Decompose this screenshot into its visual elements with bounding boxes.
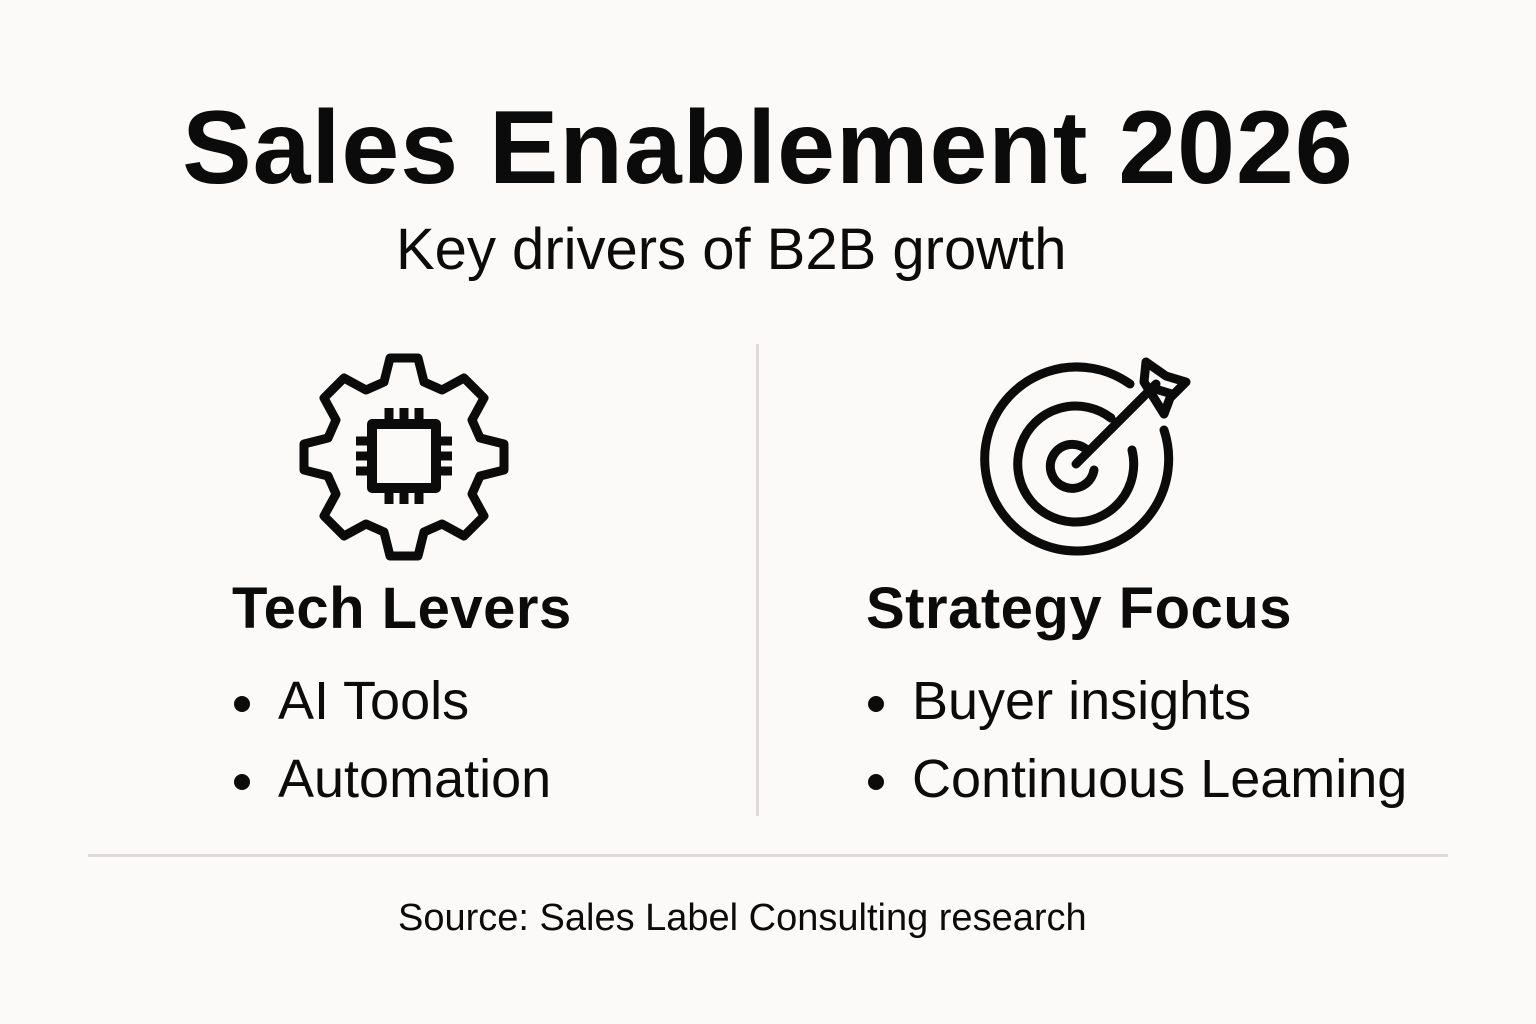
gear-chip-icon xyxy=(298,350,510,562)
list-item-label: Continuous Leaming xyxy=(912,749,1408,809)
list-item: Buyer insights xyxy=(866,662,1407,740)
source-citation: Source: Sales Label Consulting research xyxy=(398,897,1087,939)
page-title: Sales Enablement 2026 xyxy=(182,90,1354,206)
bullet-icon xyxy=(868,774,884,790)
list-item-label: AI Tools xyxy=(278,671,470,731)
tech-levers-list: AI Tools Automation xyxy=(232,662,551,818)
list-item: AI Tools xyxy=(232,662,551,740)
bullet-icon xyxy=(234,696,250,712)
strategy-focus-list: Buyer insights Continuous Leaming xyxy=(866,662,1407,818)
list-item: Automation xyxy=(232,740,551,818)
target-arrow-icon xyxy=(966,346,1202,562)
list-item-label: Automation xyxy=(278,749,552,809)
bullet-icon xyxy=(868,696,884,712)
horizontal-divider xyxy=(88,854,1448,857)
list-item-label: Buyer insights xyxy=(912,671,1252,731)
list-item: Continuous Leaming xyxy=(866,740,1407,818)
tech-levers-heading: Tech Levers xyxy=(232,576,572,641)
strategy-focus-heading: Strategy Focus xyxy=(866,576,1292,641)
vertical-divider xyxy=(756,344,759,816)
page-subtitle: Key drivers of B2B growth xyxy=(396,217,1067,282)
bullet-icon xyxy=(234,774,250,790)
